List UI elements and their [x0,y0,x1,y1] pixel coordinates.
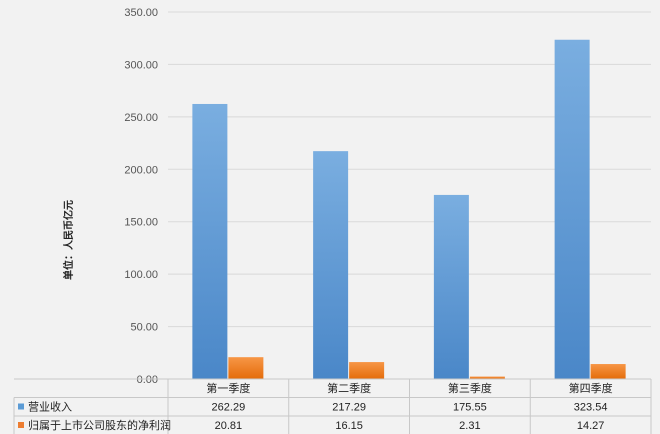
bar [554,39,590,379]
legend-swatch [18,403,24,410]
data-label: 217.29 [332,402,366,414]
bar [590,364,626,379]
y-tick-label: 0.00 [137,374,158,386]
series-name: 营业收入 [28,400,72,414]
gridlines [168,11,651,380]
x-category-label: 第一季度 [206,381,250,395]
y-axis-label: 单位：人民币亿元 [64,200,75,280]
bars [192,39,626,379]
legend-swatch [18,422,24,428]
y-tick-label: 350.00 [124,7,158,19]
data-label: 262.29 [212,402,246,414]
data-label: 16.15 [335,420,363,432]
data-label: 20.81 [215,420,243,432]
y-tick-label: 300.00 [124,59,158,71]
y-tick-label: 200.00 [124,164,158,176]
bar [192,103,228,379]
bar [313,151,349,379]
bar [469,376,505,379]
data-label: 14.27 [577,420,605,432]
bar [349,362,385,379]
y-axis-ticks: 0.00 50.00 100.00 150.00 200.00 250.00 300.00 3… [124,7,158,386]
y-tick-label: 50.00 [130,322,158,334]
x-category-label: 第四季度 [569,381,613,395]
data-label: 175.55 [453,402,487,414]
data-label: 323.54 [574,402,608,414]
x-category-label: 第三季度 [448,381,492,395]
y-tick-label: 100.00 [124,269,158,281]
bar [433,194,469,379]
bar [228,357,264,379]
y-tick-label: 150.00 [124,217,158,229]
series-name: 归属于上市公司股东的净利润 [28,418,171,432]
y-tick-label: 250.00 [124,112,158,124]
x-category-label: 第二季度 [327,381,371,395]
data-label: 2.31 [459,420,480,432]
